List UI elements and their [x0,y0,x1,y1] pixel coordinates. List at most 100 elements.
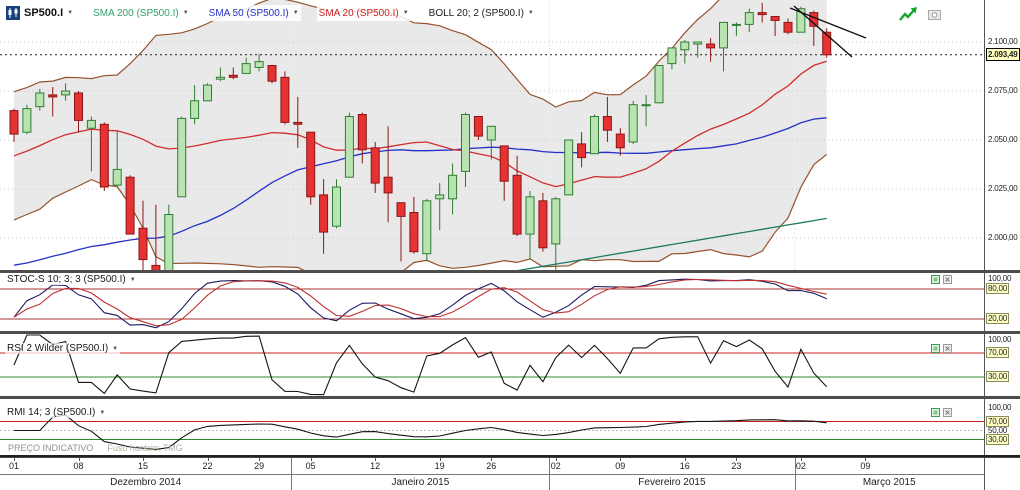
date-tick-label: 19 [434,461,445,471]
indicator-title[interactable]: STOC-S 10; 3; 3 (SP500.I) ▼ [5,274,138,285]
panel-controls [931,408,952,417]
status-bar: PREÇO INDICATIVO Fuso horário: TMG [8,443,183,453]
indicator-title[interactable]: RSI 2 Wilder (SP500.I) ▼ [5,343,121,354]
axis-tick-mark [78,458,80,461]
panel-restore-icon[interactable] [931,344,940,353]
instrument-selector[interactable]: SP500.I ▼ [4,5,76,21]
indicator-axis-label: 100,00 [988,335,1012,344]
indicator-title-label: STOC-S 10; 3; 3 (SP500.I) [7,274,126,285]
axis-divider [0,474,984,475]
date-tick-label: 26 [486,461,497,471]
axis-tick-mark [555,458,557,461]
stochastic-panel [0,278,984,329]
overlay-indicator-button[interactable]: SMA 200 (SP500.I) ▼ [91,5,191,21]
date-tick-label: 29 [254,461,265,471]
date-tick-label: 02 [550,461,561,471]
sma-200-line [517,217,827,270]
bollinger-upper-band [13,0,720,108]
snapshot-icon[interactable] [928,9,941,20]
last-price-tag: 2.093,49 [986,47,1020,61]
indicator-level-tag: 70,00 [986,415,1010,427]
candles-layer [9,2,832,270]
stochastic_slow-d-line [13,278,827,327]
sma-50-line [13,117,827,266]
axis-right-border [984,458,985,490]
panel-controls [931,344,952,353]
date-tick-label: 12 [370,461,381,471]
axis-tick-mark [684,458,686,461]
indicator-level-tag: 30,00 [986,371,1010,382]
month-label: Dezembro 2014 [110,477,182,488]
date-tick-label: 16 [679,461,690,471]
price-axis-label: 2.050,00 [988,135,1018,144]
overlay-indicator-button[interactable]: BOLL 20; 2 (SP500.I) ▼ [426,5,536,21]
axis-tick-mark [865,458,867,461]
indicator-level-tag: 70,00 [986,347,1010,358]
panel-separator[interactable] [0,396,1020,399]
sma-20-line [13,60,827,188]
overlay-label: SMA 50 (SP500.I) [208,7,289,19]
date-tick-label: 09 [615,461,626,471]
month-label: Janeiro 2015 [391,477,450,488]
indicator-axis-label: 100,00 [988,274,1012,283]
chevron-down-icon: ▼ [112,345,119,352]
rsi-panel [0,334,984,396]
rsi_wilder-rsi-line [13,334,828,396]
overlay-label: SMA 200 (SP500.I) [93,7,179,19]
instrument-label: SP500.I [24,7,64,19]
overlay-indicator-button[interactable]: SMA 20 (SP500.I) ▼ [316,5,411,21]
main-price-panel [0,0,984,270]
axis-tick-mark [736,458,738,461]
overlay-indicator-button[interactable]: SMA 50 (SP500.I) ▼ [206,5,301,21]
panel-separator[interactable] [0,270,1020,273]
axis-tick-mark [14,458,15,461]
panel-restore-icon[interactable] [931,275,940,284]
chevron-down-icon: ▼ [67,10,74,16]
time-axis[interactable]: 01 08 15 22 29 05 12 19 26 02 09 16 23 02 09 Dezembro 2… [0,457,1020,490]
rmi-panel [0,414,984,450]
panel-close-icon[interactable] [943,408,952,417]
indicator-level-tag: 20,00 [986,313,1010,324]
indicator-title[interactable]: RMI 14; 3 (SP500.I) ▼ [5,407,108,418]
indicator-axis-label: 100,00 [988,403,1012,412]
indicator-level-tag: 30,00 [986,433,1010,445]
indicator-axis-label: 50,00 [988,425,1008,435]
axis-tick-mark [439,458,441,461]
market-up-arrow-icon[interactable] [898,6,918,23]
price-axis-label: 2.100,00 [988,37,1018,46]
price-axis-label: 2.000,00 [988,233,1018,242]
axis-tick-mark [310,458,312,461]
price-axis-label: 2.025,00 [988,184,1018,193]
month-label: Fevereiro 2015 [638,477,706,488]
date-tick-label: 23 [731,461,742,471]
panel-separator[interactable] [0,331,1020,334]
bollinger-fill [14,0,827,270]
price-axis: 2.100,00 2.075,00 2.050,00 2.025,00 2.000,00… [984,0,1020,457]
timezone-label: Fuso horário: TMG [107,443,183,453]
stochastic_slow-k-line [13,278,827,329]
panel-restore-icon[interactable] [931,408,940,417]
axis-tick-mark [259,458,261,461]
panel-controls [931,275,952,284]
panel-close-icon[interactable] [943,275,952,284]
date-tick-label: 09 [860,461,871,471]
axis-tick-mark [491,458,493,461]
panel-separator[interactable] [0,455,1020,457]
chevron-down-icon: ▼ [182,10,189,16]
chart-canvas[interactable] [0,0,984,455]
chevron-down-icon: ▼ [99,409,106,416]
chevron-down-icon: ▼ [402,10,409,16]
overlay-label: BOLL 20; 2 (SP500.I) [428,7,524,19]
chevron-down-icon: ▼ [527,10,534,16]
date-tick-label: 02 [795,461,806,471]
toolbar-right-icons [898,6,941,23]
month-label: Março 2015 [862,477,916,488]
indicative-price-label: PREÇO INDICATIVO [8,443,94,453]
panel-close-icon[interactable] [943,344,952,353]
indicator-level-tag: 80,00 [986,283,1010,294]
indicator-title-label: RSI 2 Wilder (SP500.I) [7,343,109,354]
chart-toolbar: SP500.I ▼ SMA 200 (SP500.I) ▼ SMA 50 (SP50… [4,4,536,22]
date-tick-label: 08 [73,461,84,471]
axis-tick-mark [620,458,622,461]
trendline-annotation [793,5,853,58]
